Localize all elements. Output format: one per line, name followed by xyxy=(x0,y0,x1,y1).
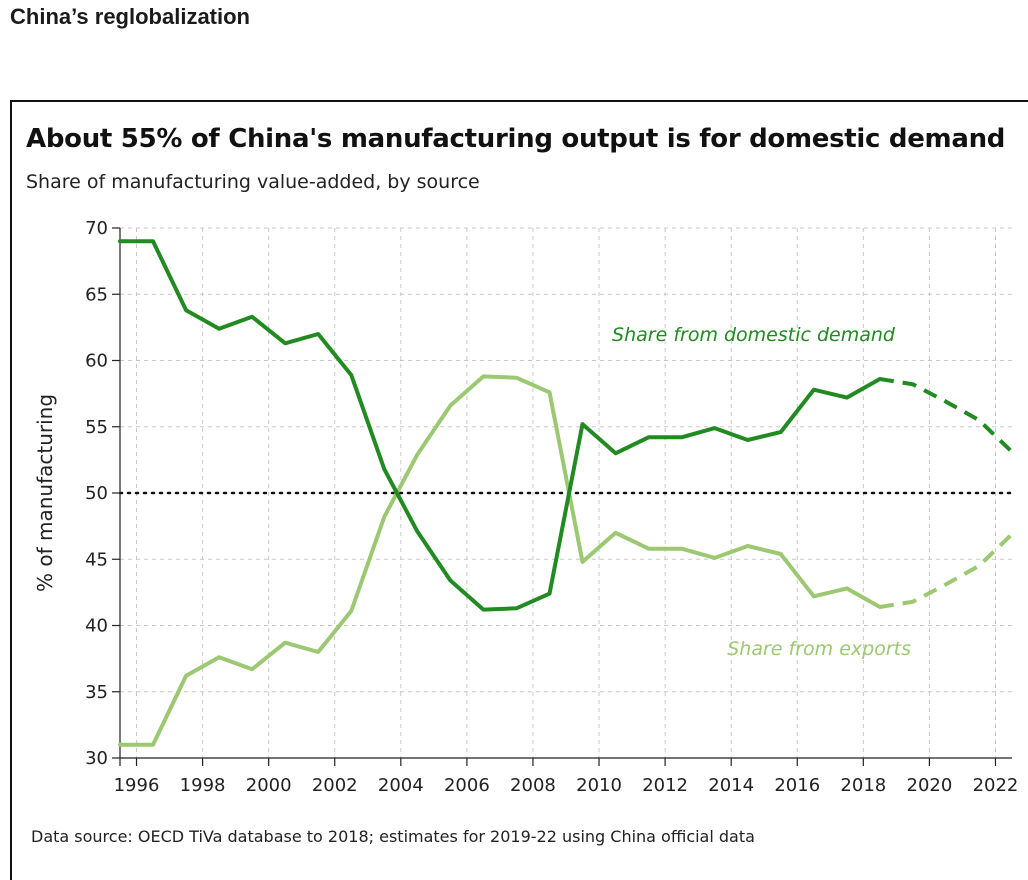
y-tick-label: 40 xyxy=(85,616,108,637)
x-tick-label: 2016 xyxy=(774,775,820,796)
y-tick-label: 60 xyxy=(85,351,108,372)
y-tick-label: 55 xyxy=(85,417,108,438)
x-tick-label: 2006 xyxy=(444,775,490,796)
chart-source: Data source: OECD TiVa database to 2018;… xyxy=(31,827,755,846)
x-tick-label: 2002 xyxy=(312,775,358,796)
y-tick-label: 30 xyxy=(85,748,108,769)
y-tick-label: 50 xyxy=(85,483,108,504)
x-tick-label: 2018 xyxy=(840,775,886,796)
x-tick-label: 2020 xyxy=(907,775,953,796)
y-axis-title: % of manufacturing xyxy=(33,394,57,592)
chart-subtitle: Share of manufacturing value-added, by s… xyxy=(26,171,480,193)
x-tick-label: 1998 xyxy=(180,775,226,796)
chart-title: About 55% of China's manufacturing outpu… xyxy=(26,124,1006,154)
x-tick-label: 2014 xyxy=(708,775,754,796)
x-tick-label: 2012 xyxy=(642,775,688,796)
series-line-domestic xyxy=(118,239,882,612)
chart-axes xyxy=(112,227,1012,766)
x-tick-label: 2000 xyxy=(246,775,292,796)
x-tick-label: 2008 xyxy=(510,775,556,796)
series-label-domestic: Share from domestic demand xyxy=(612,324,896,346)
series-estimate-line-domestic xyxy=(879,377,1014,454)
y-tick-label: 35 xyxy=(85,682,108,703)
y-tick-label: 45 xyxy=(85,549,108,570)
x-tick-label: 2010 xyxy=(576,775,622,796)
series-label-exports: Share from exports xyxy=(727,638,911,660)
chart-ticks: 30 35 40 45 50 55 60 65 70 1996 1998 2000 2002 2004 20… xyxy=(85,218,1018,796)
series-line-exports xyxy=(118,374,882,747)
page-heading: China’s reglobalization xyxy=(10,4,250,29)
chart-lines xyxy=(118,239,1014,747)
y-tick-label: 70 xyxy=(85,218,108,239)
y-tick-label: 65 xyxy=(85,284,108,305)
x-tick-label: 1996 xyxy=(114,775,160,796)
series-estimate-line-exports xyxy=(879,532,1014,609)
chart-card xyxy=(10,100,1028,880)
x-tick-label: 2022 xyxy=(973,775,1019,796)
chart-grid xyxy=(120,227,1012,759)
x-tick-label: 2004 xyxy=(378,775,424,796)
